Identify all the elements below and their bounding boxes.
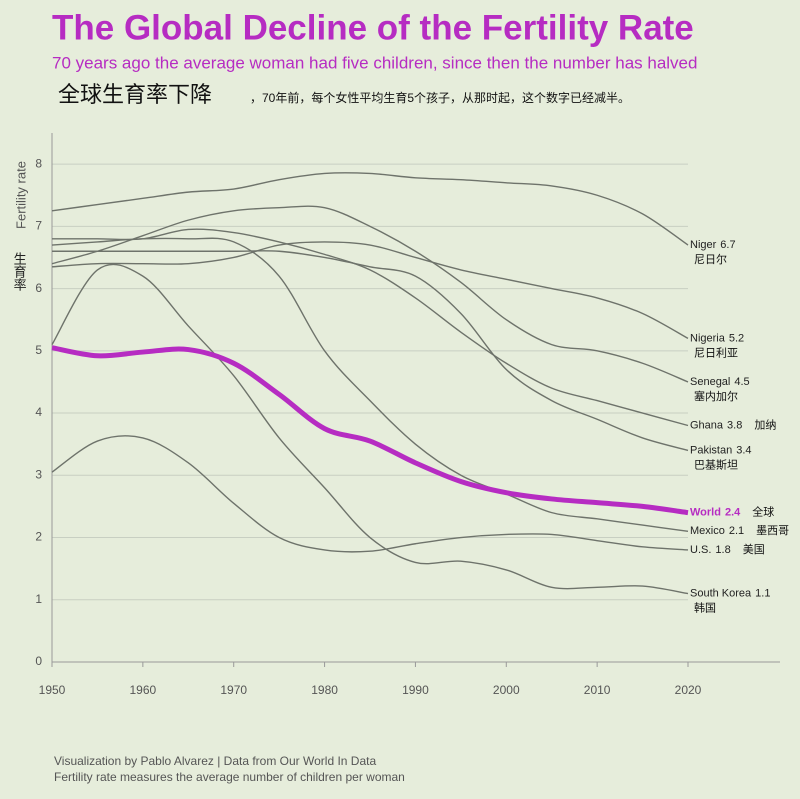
legend-label: Ghana bbox=[690, 419, 724, 431]
value-label: 3.8 bbox=[727, 419, 742, 431]
chart-title: The Global Decline of the Fertility Rate bbox=[52, 8, 694, 47]
x-tick-label: 2000 bbox=[493, 683, 520, 697]
legend-label: World bbox=[690, 507, 721, 519]
legend-label: Mexico bbox=[690, 525, 725, 537]
legend-label: U.S. bbox=[690, 544, 711, 556]
value-label: 4.5 bbox=[734, 376, 749, 388]
subtitle-zh: ，70年前，每个女性平均生育5个孩子，从那时起，这个数字已经减半。 bbox=[250, 90, 630, 105]
y-tick-label: 4 bbox=[35, 405, 42, 419]
legend-label-zh: 全球 bbox=[752, 505, 774, 519]
value-label: 5.2 bbox=[729, 332, 744, 344]
subtitle: 70 years ago the average woman had five … bbox=[52, 53, 697, 72]
footer: Fertility rate measures the average numb… bbox=[54, 770, 405, 784]
x-tick-label: 2010 bbox=[584, 683, 611, 697]
legend-label-zh: 塞内加尔 bbox=[694, 389, 738, 403]
value-label: 3.4 bbox=[736, 444, 751, 456]
y-axis-title-zh: 生育率 bbox=[12, 252, 27, 291]
value-label: 2.4 bbox=[725, 507, 741, 519]
legend-label-zh: 加纳 bbox=[754, 418, 776, 431]
legend-label: South Korea bbox=[690, 587, 752, 599]
x-tick-label: 1980 bbox=[311, 683, 338, 697]
x-tick-label: 1960 bbox=[130, 683, 157, 697]
y-tick-label: 7 bbox=[35, 219, 42, 233]
x-tick-label: 1970 bbox=[220, 683, 247, 697]
y-axis-title-zh: 生育率 bbox=[12, 252, 27, 291]
series-line bbox=[51, 237, 689, 532]
series-line bbox=[52, 228, 689, 427]
legend-label-zh: 尼日尔 bbox=[694, 253, 727, 266]
series-line bbox=[51, 435, 689, 553]
y-tick-label: 8 bbox=[35, 156, 42, 170]
y-tick-label: 2 bbox=[35, 530, 42, 544]
legend-label-zh: 墨西哥 bbox=[756, 524, 789, 537]
series-line bbox=[51, 205, 689, 383]
legend-label: Pakistan bbox=[690, 444, 732, 456]
legend-label: Senegal bbox=[690, 376, 730, 388]
legend-label-zh: 美国 bbox=[743, 543, 765, 556]
x-tick-label: 1950 bbox=[39, 683, 66, 697]
series-line bbox=[51, 241, 689, 339]
legend-label-zh: 韩国 bbox=[694, 600, 716, 614]
value-label: 6.7 bbox=[720, 239, 735, 251]
series-line bbox=[51, 345, 689, 516]
footer: Visualization by Pablo Alvarez | Data fr… bbox=[54, 754, 376, 768]
series-line bbox=[52, 250, 689, 452]
x-tick-label: 1990 bbox=[402, 683, 429, 697]
y-tick-label: 3 bbox=[35, 467, 42, 481]
legend-label: Niger bbox=[690, 239, 717, 251]
series-line bbox=[51, 172, 689, 246]
series-line bbox=[51, 263, 689, 595]
legend-label-zh: 巴基斯坦 bbox=[694, 457, 738, 471]
value-label: 2.1 bbox=[729, 525, 744, 537]
x-tick-label: 2020 bbox=[675, 683, 702, 697]
legend-label: Nigeria bbox=[690, 332, 726, 344]
title-zh: 全球生育率下降 bbox=[58, 82, 212, 107]
y-tick-label: 5 bbox=[35, 343, 42, 357]
value-label: 1.8 bbox=[715, 544, 730, 556]
y-tick-label: 0 bbox=[35, 654, 42, 668]
y-axis-title: Fertility rate bbox=[13, 161, 28, 229]
legend-label-zh: 尼日利亚 bbox=[694, 346, 738, 359]
y-tick-label: 1 bbox=[35, 592, 42, 606]
y-tick-label: 6 bbox=[35, 281, 42, 295]
value-label: 1.1 bbox=[755, 587, 770, 599]
